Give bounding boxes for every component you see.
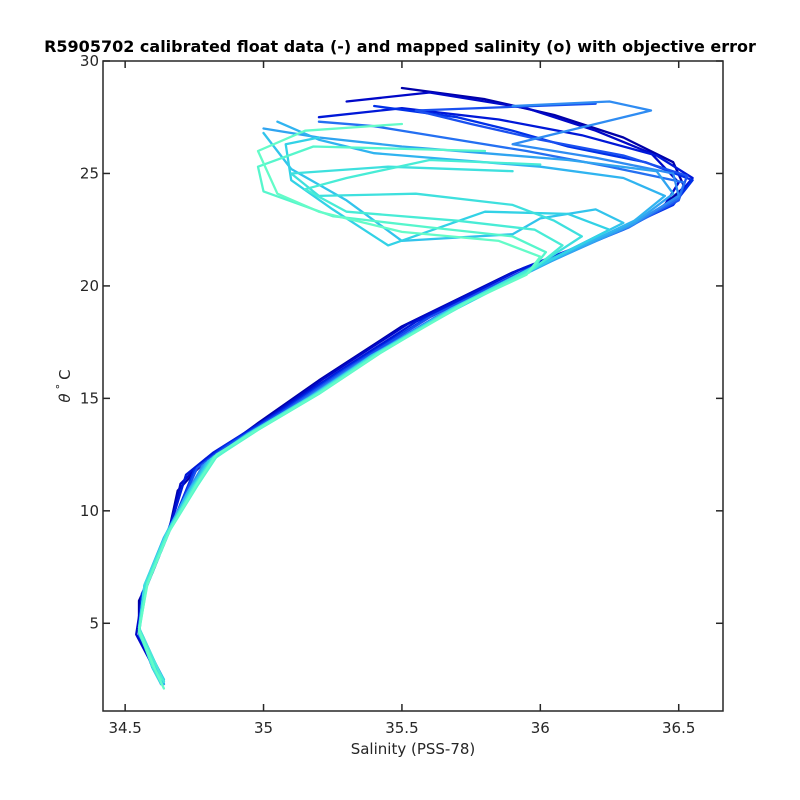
y-tick-label: 10 bbox=[80, 502, 99, 520]
profile-line bbox=[137, 145, 548, 681]
x-tick-label: 35 bbox=[254, 719, 273, 737]
profile-line bbox=[137, 158, 564, 683]
profile-line bbox=[137, 127, 675, 683]
x-tick-label: 36.5 bbox=[662, 719, 695, 737]
x-axis-label: Salinity (PSS-78) bbox=[351, 740, 476, 758]
x-axis: 34.5 35 35.5 36 36.5 bbox=[108, 61, 695, 737]
y-axis-label: θ ° C bbox=[54, 369, 74, 402]
profile-line bbox=[137, 165, 583, 686]
y-axis: 5 10 15 20 25 30 bbox=[80, 52, 723, 632]
y-tick-label: 5 bbox=[89, 614, 99, 632]
profile-line bbox=[137, 86, 686, 686]
profile-line bbox=[137, 120, 667, 686]
y-tick-label: 25 bbox=[80, 164, 99, 182]
y-tick-label: 30 bbox=[80, 52, 99, 70]
y-axis-label-unit: C bbox=[56, 369, 74, 379]
x-tick-label: 35.5 bbox=[385, 719, 418, 737]
y-tick-label: 15 bbox=[80, 389, 99, 407]
chart-title: R5905702 calibrated float data (-) and m… bbox=[44, 37, 756, 56]
plot-frame bbox=[102, 60, 724, 712]
profile-line bbox=[137, 122, 542, 690]
x-tick-label: 36 bbox=[531, 719, 550, 737]
y-tick-label: 20 bbox=[80, 277, 99, 295]
profile-line bbox=[137, 120, 686, 686]
profile-lines bbox=[135, 86, 694, 690]
y-axis-label-degree: ° bbox=[54, 384, 67, 390]
x-tick-label: 34.5 bbox=[108, 719, 141, 737]
y-axis-label-symbol: θ bbox=[56, 393, 74, 402]
profile-line bbox=[137, 102, 689, 683]
profile-line bbox=[135, 91, 680, 686]
profile-line bbox=[137, 100, 680, 681]
